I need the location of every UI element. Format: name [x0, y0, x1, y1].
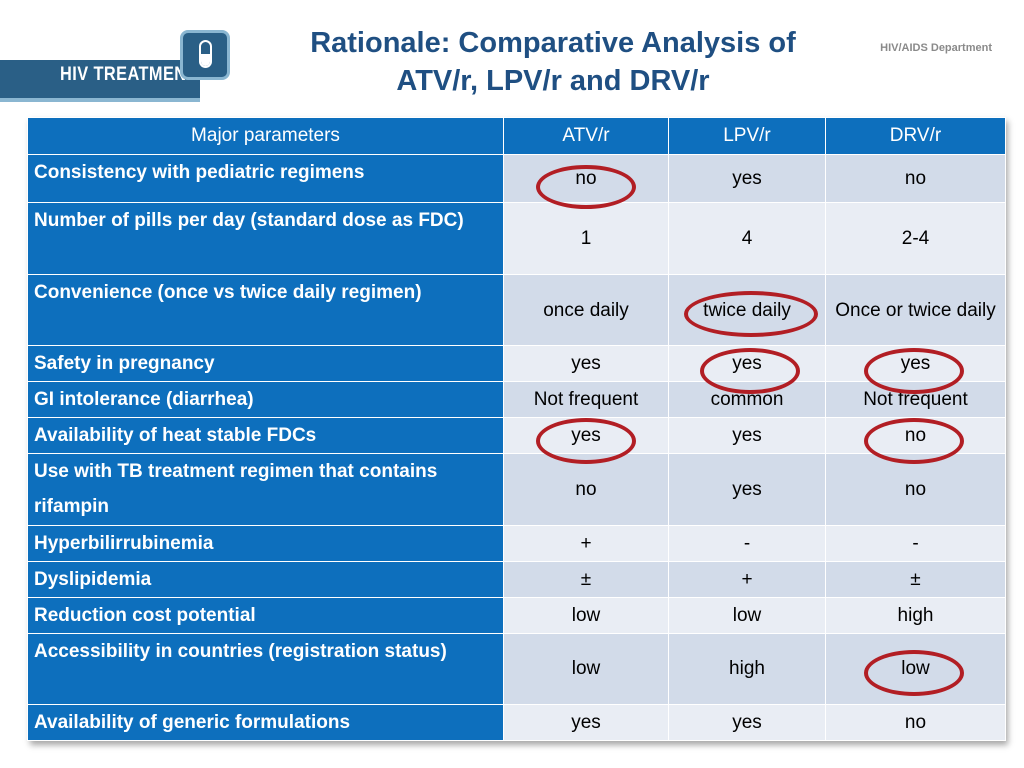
table-row: Consistency with pediatric regimens no yes… [27, 153, 1006, 204]
logo-text: HIV TREATMENT [60, 64, 197, 85]
column-header: LPV/r [668, 117, 826, 155]
value-cell: no [825, 153, 1006, 204]
table-row: Number of pills per day (standard dose a… [27, 202, 1006, 276]
table-row: Use with TB treatment regimen that conta… [27, 453, 1006, 526]
value-cell: yes [825, 345, 1006, 383]
pill-icon [180, 30, 230, 80]
title-line-1: Rationale: Comparative Analysis of [310, 27, 796, 59]
value-cell: ± [503, 560, 669, 598]
parameter-cell: Accessibility in countries (registration… [27, 632, 504, 705]
column-header: Major parameters [27, 117, 504, 155]
parameter-cell: Reduction cost potential [27, 596, 504, 634]
hiv-treatment-logo: HIV TREATMENT [0, 30, 232, 102]
value-cell: yes [503, 345, 669, 383]
parameter-cell: GI intolerance (diarrhea) [27, 381, 504, 419]
value-cell: yes [668, 153, 826, 204]
value-cell: + [668, 560, 826, 598]
table-row: Availability of generic formulations yes y… [27, 703, 1006, 742]
value-cell: twice daily [668, 274, 826, 347]
value-cell: no [503, 153, 669, 204]
value-cell: high [668, 632, 826, 705]
table-row: Availability of heat stable FDCs yes yes no [27, 417, 1006, 455]
value-cell: yes [503, 703, 669, 742]
value-cell: no [825, 453, 1006, 526]
parameter-cell: Number of pills per day (standard dose a… [27, 202, 504, 276]
column-header: ATV/r [503, 117, 669, 155]
value-cell: yes [503, 417, 669, 455]
value-cell: common [668, 381, 826, 419]
value-cell: yes [668, 417, 826, 455]
value-cell: 1 [503, 202, 669, 276]
parameter-cell: Consistency with pediatric regimens [27, 153, 504, 204]
value-cell: low [825, 632, 1006, 705]
comparison-table: Major parameters ATV/r LPV/r DRV/r Consi… [27, 117, 1006, 742]
table-row: Accessibility in countries (registration… [27, 632, 1006, 705]
value-cell: yes [668, 453, 826, 526]
parameter-cell: Availability of heat stable FDCs [27, 417, 504, 455]
table-row: GI intolerance (diarrhea) Not frequent com… [27, 381, 1006, 419]
value-cell: ± [825, 560, 1006, 598]
value-cell: 2-4 [825, 202, 1006, 276]
value-cell: Not frequent [503, 381, 669, 419]
table-row: Convenience (once vs twice daily regimen… [27, 274, 1006, 347]
value-cell: - [825, 524, 1006, 562]
department-label: HIV/AIDS Department [880, 42, 992, 54]
value-cell: low [503, 596, 669, 634]
column-header: DRV/r [825, 117, 1006, 155]
parameter-cell: Use with TB treatment regimen that conta… [27, 453, 504, 526]
title-line-2: ATV/r, LPV/r and DRV/r [396, 65, 710, 97]
value-cell: no [825, 417, 1006, 455]
table-row: Safety in pregnancy yes yes yes [27, 345, 1006, 383]
value-cell: Once or twice daily [825, 274, 1006, 347]
parameter-cell: Availability of generic formulations [27, 703, 504, 742]
logo-banner: HIV TREATMENT [0, 60, 200, 98]
value-cell: Not frequent [825, 381, 1006, 419]
value-cell: no [825, 703, 1006, 742]
value-cell: + [503, 524, 669, 562]
value-cell: low [668, 596, 826, 634]
value-cell: yes [668, 345, 826, 383]
value-cell: high [825, 596, 1006, 634]
value-cell: no [503, 453, 669, 526]
comparison-table-container: Major parameters ATV/r LPV/r DRV/r Consi… [27, 117, 1006, 742]
table-row: Dyslipidemia ± + ± [27, 560, 1006, 598]
page-title: Rationale: Comparative Analysis of ATV/r… [250, 24, 856, 100]
value-cell: yes [668, 703, 826, 742]
value-cell: low [503, 632, 669, 705]
parameter-cell: Safety in pregnancy [27, 345, 504, 383]
parameter-cell: Dyslipidemia [27, 560, 504, 598]
table-row: Hyperbilirrubinemia + - - [27, 524, 1006, 562]
table-header-row: Major parameters ATV/r LPV/r DRV/r [27, 117, 1006, 155]
parameter-cell: Hyperbilirrubinemia [27, 524, 504, 562]
value-cell: - [668, 524, 826, 562]
parameter-cell: Convenience (once vs twice daily regimen… [27, 274, 504, 347]
table-row: Reduction cost potential low low high [27, 596, 1006, 634]
value-cell: once daily [503, 274, 669, 347]
logo-underline [0, 98, 200, 102]
value-cell: 4 [668, 202, 826, 276]
